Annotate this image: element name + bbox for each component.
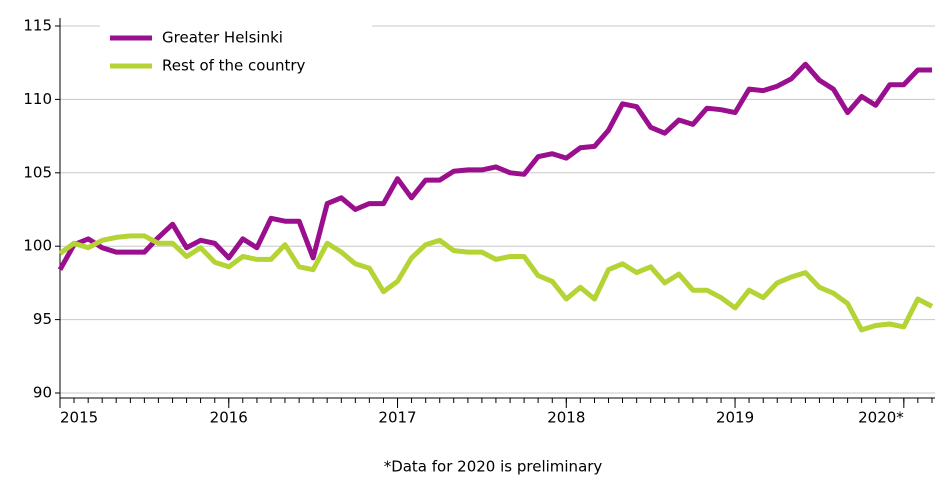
legend-bg: [100, 22, 372, 82]
y-tick-label: 105: [23, 163, 52, 181]
y-tick-label: 90: [33, 384, 52, 402]
x-tick-label: 2018: [547, 409, 585, 427]
x-tick-label: 2019: [716, 409, 754, 427]
y-tick-label: 115: [23, 17, 52, 35]
legend-label: Rest of the country: [162, 57, 306, 75]
x-tick-label: 2015: [60, 409, 98, 427]
y-tick-label: 110: [23, 90, 52, 108]
x-tick-label: 2017: [378, 409, 416, 427]
footnote: *Data for 2020 is preliminary: [384, 458, 603, 476]
x-tick-label: 2020*: [858, 409, 904, 427]
legend-label: Greater Helsinki: [162, 29, 283, 47]
series-line: [58, 233, 934, 333]
x-tick-label: 2016: [210, 409, 248, 427]
y-tick-label: 100: [23, 237, 52, 255]
y-tick-label: 95: [33, 310, 52, 328]
series-line: [57, 61, 932, 271]
